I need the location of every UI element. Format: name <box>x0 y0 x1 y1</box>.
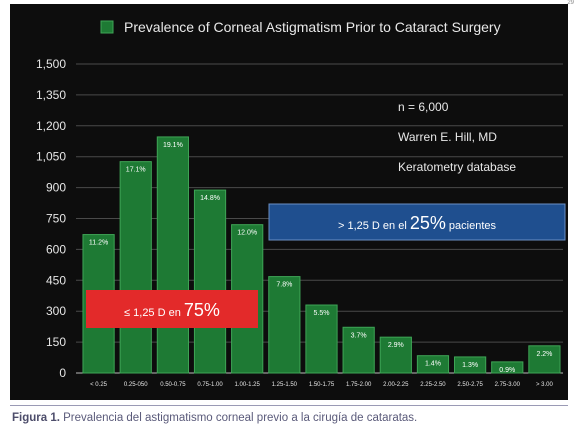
y-tick-label: 1,500 <box>36 57 66 71</box>
x-tick-label: 1.00-1.25 <box>235 382 261 388</box>
x-axis: < 0.25 0.25-050 0.50-0.75 0.75-1.00 1.00-1.2… <box>90 382 553 388</box>
blue-callout: > 1,25 D en el 25% pacientes <box>268 203 566 241</box>
y-tick-label: 1,350 <box>36 88 66 102</box>
y-tick-label: 150 <box>46 335 66 349</box>
chart-title: Prevalence of Corneal Astigmatism Prior … <box>124 19 501 35</box>
x-tick-label: 0.75-1.00 <box>197 382 223 388</box>
bar-data-label: 12.0% <box>237 230 257 237</box>
bar <box>416 355 450 374</box>
x-tick-label: 2.25-2.50 <box>420 382 446 388</box>
bar-data-label: 1.4% <box>425 361 441 368</box>
x-tick-label: 1.50-1.75 <box>309 382 335 388</box>
y-tick-label: 1,200 <box>36 119 66 133</box>
bar-data-label: 17.1% <box>126 167 146 174</box>
y-tick-label: 300 <box>46 304 66 318</box>
bar-data-label: 2.2% <box>536 351 552 358</box>
page-corner-mark: 29 <box>567 0 574 6</box>
x-tick-label: 1.75-2.00 <box>346 382 372 388</box>
y-tick-label: 450 <box>46 273 66 287</box>
x-tick-label: 1.25-1.50 <box>272 382 298 388</box>
sample-size-label: n = 6,000 <box>398 100 449 114</box>
caption-text: Prevalencia del astigmatismo corneal pre… <box>59 412 418 424</box>
x-tick-label: 2.00-2.25 <box>383 382 409 388</box>
database-label: Keratometry database <box>398 160 516 174</box>
bar <box>156 136 189 374</box>
figure-label: Figura 1. <box>12 412 60 424</box>
figure-caption: Figura 1. Prevalencia del astigmatismo c… <box>12 412 572 424</box>
chart-legend: Prevalence of Corneal Astigmatism Prior … <box>100 19 501 35</box>
x-tick-label: 2.50-2.75 <box>457 382 483 388</box>
bar <box>379 336 412 374</box>
red-callout: ≤ 1,25 D en 75% <box>86 290 258 328</box>
bar-data-label: 11.2% <box>89 240 108 247</box>
author-label: Warren E. Hill, MD <box>398 130 497 144</box>
x-tick-label: 2.75-3.00 <box>495 382 521 388</box>
caption-divider <box>10 405 568 406</box>
bar <box>454 356 487 374</box>
y-tick-label: 0 <box>59 366 66 380</box>
red-callout-box <box>86 290 258 328</box>
bar-data-label: 19.1% <box>163 142 183 149</box>
blue-callout-text: > 1,25 D en el 25% pacientes <box>338 213 497 233</box>
y-tick-label: 750 <box>46 212 66 226</box>
bar-chart: Prevalence of Corneal Astigmatism Prior … <box>36 19 566 388</box>
red-callout-text: ≤ 1,25 D en 75% <box>124 300 220 320</box>
legend-swatch <box>100 20 114 34</box>
bar <box>268 276 301 374</box>
blue-callout-box <box>268 203 566 241</box>
bar-data-label: 7.8% <box>276 282 292 289</box>
x-tick-label: 0.50-0.75 <box>160 382 186 388</box>
bar-data-label: 5.5% <box>314 310 330 317</box>
bar-data-label: 0.9% <box>499 367 515 374</box>
x-tick-label: 0.25-050 <box>124 382 148 388</box>
x-tick-label: > 3.00 <box>536 382 554 388</box>
bar <box>491 361 524 374</box>
bar-data-label: 14.8% <box>200 195 220 202</box>
bar <box>342 326 375 374</box>
annotation-text: n = 6,000 Warren E. Hill, MD Keratometry… <box>398 100 516 174</box>
x-tick-label: < 0.25 <box>90 382 108 388</box>
y-tick-label: 600 <box>46 242 66 256</box>
y-tick-label: 1,050 <box>36 150 66 164</box>
bar-data-label: 3.7% <box>351 332 367 339</box>
bar <box>305 304 338 374</box>
bar <box>193 189 227 374</box>
y-tick-label: 900 <box>46 181 66 195</box>
y-axis: 0 150 300 450 600 750 900 1,050 1,200 1,350 1,500 <box>36 57 66 380</box>
chart-slide: Prevalence of Corneal Astigmatism Prior … <box>10 4 568 400</box>
bar-data-label: 1.3% <box>462 362 478 369</box>
bar-data-label: 2.9% <box>388 342 404 349</box>
bar <box>119 161 152 374</box>
bar <box>528 345 561 374</box>
